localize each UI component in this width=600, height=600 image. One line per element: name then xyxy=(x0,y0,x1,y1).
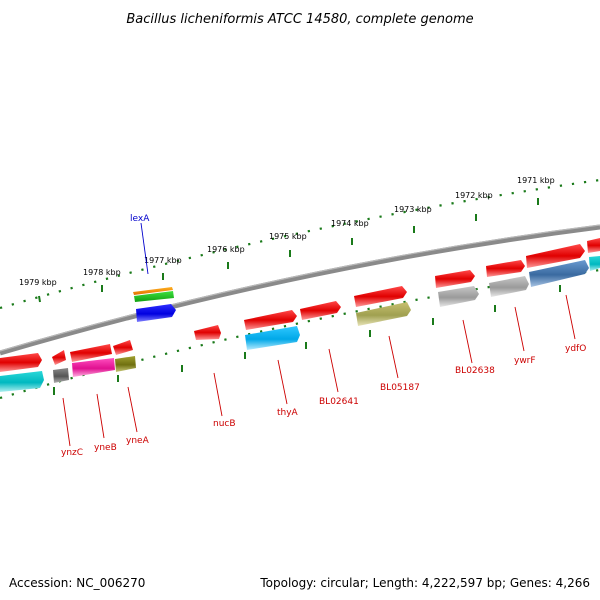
reverse-strand-genes xyxy=(0,260,589,392)
forward-strand-genes xyxy=(133,238,600,322)
gene-label-nucb[interactable]: nucB xyxy=(213,419,236,429)
gene-arrow[interactable] xyxy=(0,371,44,392)
gene-arrow[interactable] xyxy=(72,358,115,377)
gene-arrow-ywrf[interactable] xyxy=(489,276,529,297)
accession-text: Accession: NC_006270 xyxy=(9,576,146,590)
kbp-scale-labels: 1979 kbp 1978 kbp 1977 kbp 1976 kbp 1975… xyxy=(19,176,555,287)
gene-arrow-ynzc[interactable] xyxy=(52,350,66,365)
gene-arrow[interactable] xyxy=(589,256,600,271)
gene-arrow-ynea[interactable] xyxy=(113,340,133,355)
gene-arrow[interactable] xyxy=(53,368,69,383)
gene-label-ynzc[interactable]: ynzC xyxy=(61,448,83,458)
gene-label-bl05187[interactable]: BL05187 xyxy=(380,383,420,393)
gene-arrow-green[interactable] xyxy=(134,291,174,302)
gene-label-thya[interactable]: thyA xyxy=(277,408,299,418)
kbp-label: 1978 kbp xyxy=(83,268,121,277)
gene-label-bl02638[interactable]: BL02638 xyxy=(455,366,495,376)
lower-major-ticks xyxy=(53,285,561,395)
gene-label-lexa[interactable]: lexA xyxy=(130,214,150,224)
map-title: Bacillus licheniformis ATCC 14580, compl… xyxy=(126,12,473,27)
gene-arrow-bl05187[interactable] xyxy=(354,286,407,307)
kbp-label: 1972 kbp xyxy=(455,191,493,200)
gene-arrow-bl02641[interactable] xyxy=(300,301,341,320)
label-leaders xyxy=(62,222,576,447)
gene-label-ywrf[interactable]: ywrF xyxy=(514,356,536,366)
gene-label-ynea[interactable]: yneA xyxy=(126,436,150,446)
kbp-label: 1975 kbp xyxy=(269,232,307,241)
gene-label-bl02641[interactable]: BL02641 xyxy=(319,397,359,407)
gene-arrow[interactable] xyxy=(245,326,300,350)
gene-labels: lexA ynzC yneB yneA nucB thyA BL02641 BL… xyxy=(61,214,586,458)
kbp-label: 1971 kbp xyxy=(517,176,555,185)
gene-label-ydfo[interactable]: ydfO xyxy=(565,344,586,354)
kbp-label: 1974 kbp xyxy=(331,219,369,228)
gene-label-yneb[interactable]: yneB xyxy=(94,443,117,453)
upper-major-ticks xyxy=(38,198,539,303)
kbp-label: 1973 kbp xyxy=(394,205,432,214)
outer-scale-ring xyxy=(0,178,600,310)
topology-text: Topology: circular; Length: 4,222,597 bp… xyxy=(260,576,590,590)
gene-arrow[interactable] xyxy=(356,302,411,326)
gene-arrow[interactable] xyxy=(115,356,136,372)
gene-arrow-lexa[interactable] xyxy=(136,304,176,322)
genome-backbone xyxy=(0,224,600,356)
gene-arrow[interactable] xyxy=(587,238,600,253)
kbp-label: 1977 kbp xyxy=(144,256,182,265)
gene-arrow-orange[interactable] xyxy=(133,287,173,295)
gene-arrow[interactable] xyxy=(435,270,475,288)
gene-arrow-nucb[interactable] xyxy=(194,325,221,340)
kbp-label: 1976 kbp xyxy=(207,245,245,254)
gene-arrow-ydfo[interactable] xyxy=(529,260,589,287)
kbp-label: 1979 kbp xyxy=(19,278,57,287)
gene-arrow-thya[interactable] xyxy=(244,310,297,330)
gene-arrow-yneb[interactable] xyxy=(70,344,112,362)
gene-arrow[interactable] xyxy=(486,260,525,277)
gene-arrow[interactable] xyxy=(0,353,42,372)
gene-arrow[interactable] xyxy=(526,244,585,268)
gene-arrow-bl02638[interactable] xyxy=(438,286,479,307)
